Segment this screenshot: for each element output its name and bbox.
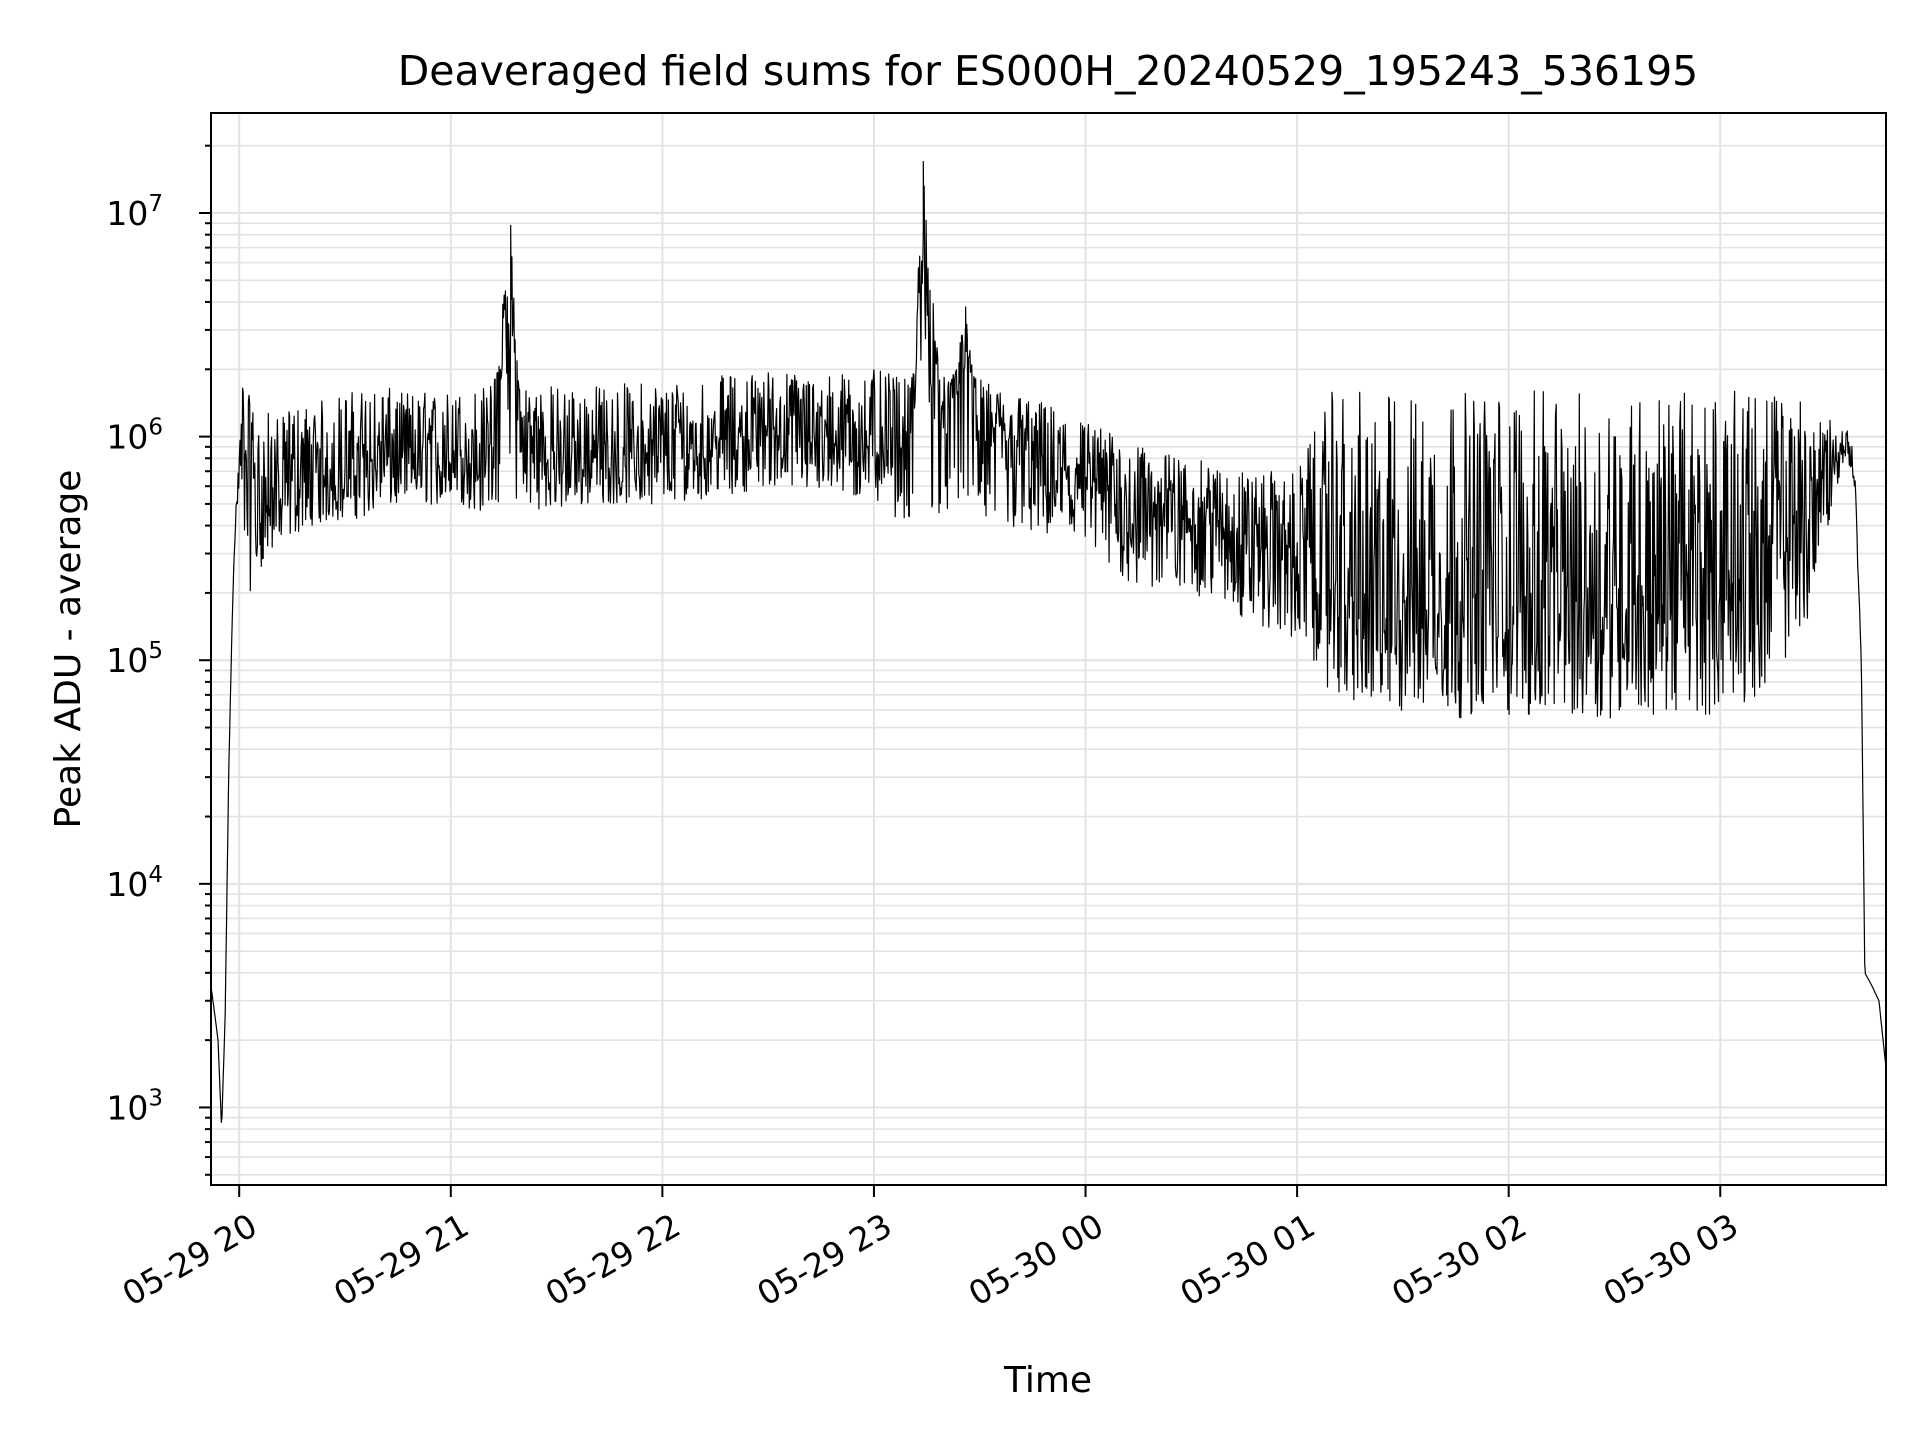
grid xyxy=(211,113,1886,1185)
y-tick-label: 103 xyxy=(106,1085,163,1127)
chart-title: Deaveraged field sums for ES000H_2024052… xyxy=(398,47,1699,95)
x-axis-label: Time xyxy=(1003,1360,1092,1401)
y-axis-label: Peak ADU - average xyxy=(48,470,89,829)
plot-frame xyxy=(210,112,1887,1186)
series-line xyxy=(210,160,1887,1123)
data-layer xyxy=(210,160,1887,1123)
y-tick-label: 105 xyxy=(106,638,163,680)
y-tick-label: 104 xyxy=(106,862,163,904)
y-tick-label: 106 xyxy=(106,415,163,457)
y-tick-label: 107 xyxy=(106,191,163,233)
